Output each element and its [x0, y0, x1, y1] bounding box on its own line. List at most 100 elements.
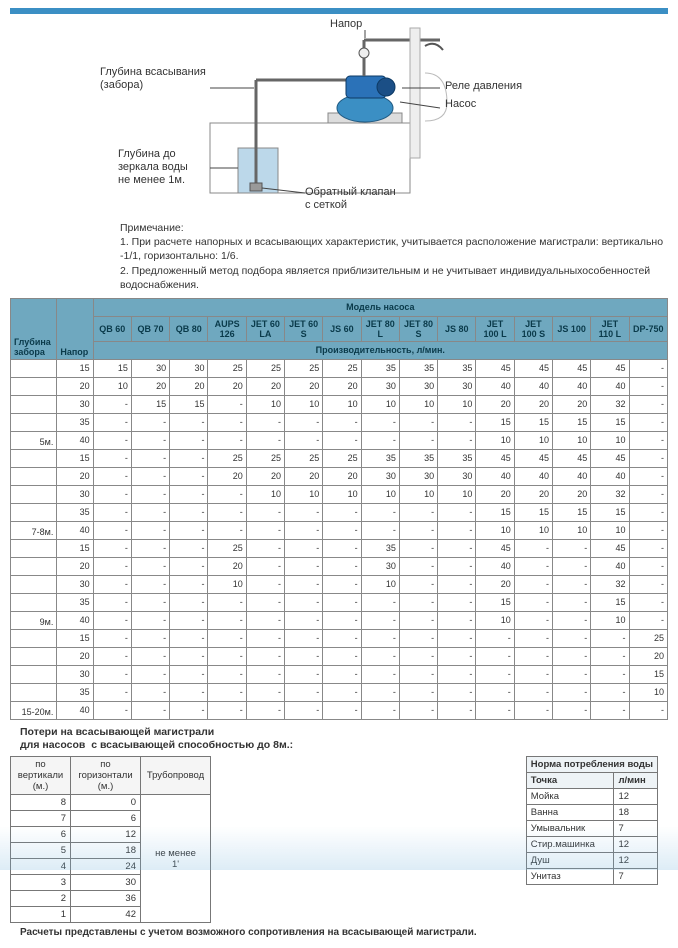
value-cell: - [285, 701, 323, 719]
loss-h-cell: 36 [71, 891, 141, 907]
value-cell: - [93, 395, 131, 413]
value-cell: 15 [591, 593, 629, 611]
value-cell: - [285, 575, 323, 593]
value-cell: - [361, 503, 399, 521]
value-cell: - [208, 647, 246, 665]
value-cell: 15 [591, 413, 629, 431]
norm-flow-cell: 7 [614, 869, 658, 885]
depth-cell: 9м. [11, 611, 57, 629]
norm-flow-cell: 7 [614, 821, 658, 837]
value-cell: - [170, 629, 208, 647]
value-cell: - [399, 521, 437, 539]
loss-h-cell: 30 [71, 875, 141, 891]
value-cell: 35 [438, 359, 476, 377]
value-cell: 10 [399, 395, 437, 413]
depth-cell: 7-8м. [11, 521, 57, 539]
value-cell: - [552, 593, 590, 611]
napor-cell: 35 [57, 593, 93, 611]
value-cell: - [170, 485, 208, 503]
norm-flow-cell: 12 [614, 789, 658, 805]
value-cell: 32 [591, 485, 629, 503]
value-cell: - [170, 701, 208, 719]
napor-cell: 30 [57, 575, 93, 593]
value-cell: - [629, 467, 667, 485]
value-cell: - [93, 593, 131, 611]
napor-cell: 15 [57, 449, 93, 467]
value-cell: - [93, 701, 131, 719]
value-cell: - [285, 665, 323, 683]
value-cell: - [208, 413, 246, 431]
norm-spot-cell: Мойка [526, 789, 614, 805]
value-cell: 30 [170, 359, 208, 377]
value-cell: - [93, 629, 131, 647]
value-cell: 25 [246, 449, 284, 467]
value-cell: - [399, 647, 437, 665]
norm-flow-cell: 12 [614, 837, 658, 853]
value-cell: 45 [591, 359, 629, 377]
value-cell: - [93, 665, 131, 683]
depth-cell [11, 503, 57, 521]
value-cell: - [323, 575, 361, 593]
value-cell: - [170, 611, 208, 629]
value-cell: - [361, 629, 399, 647]
value-cell: 15 [170, 395, 208, 413]
value-cell: - [476, 701, 514, 719]
col-depth: Глубина забора [11, 298, 57, 359]
value-cell: - [629, 485, 667, 503]
value-cell: 35 [361, 539, 399, 557]
value-cell: 20 [476, 575, 514, 593]
napor-cell: 35 [57, 413, 93, 431]
value-cell: 15 [476, 503, 514, 521]
value-cell: - [629, 557, 667, 575]
value-cell: - [514, 683, 552, 701]
value-cell: - [170, 503, 208, 521]
value-cell: - [93, 431, 131, 449]
value-cell: 10 [285, 395, 323, 413]
label-suction-depth: Глубина всасывания (забора) [100, 66, 206, 92]
norm-col-spot: Точка [526, 773, 614, 789]
norm-title: Норма потребления воды [526, 757, 657, 773]
value-cell: 10 [361, 485, 399, 503]
value-cell: 15 [552, 413, 590, 431]
value-cell: 10 [246, 395, 284, 413]
napor-cell: 20 [57, 467, 93, 485]
value-cell: 15 [591, 503, 629, 521]
value-cell: - [323, 647, 361, 665]
depth-cell [11, 593, 57, 611]
label-pump: Насос [445, 98, 476, 111]
value-cell: - [361, 683, 399, 701]
model-header: QB 70 [131, 316, 169, 341]
value-cell: 45 [552, 359, 590, 377]
value-cell: - [285, 647, 323, 665]
value-cell: - [131, 647, 169, 665]
value-cell: - [361, 413, 399, 431]
value-cell: - [285, 629, 323, 647]
value-cell: - [591, 665, 629, 683]
notes-block: Примечание: 1. При расчете напорных и вс… [120, 221, 668, 292]
value-cell: 30 [399, 377, 437, 395]
value-cell: - [629, 377, 667, 395]
napor-cell: 30 [57, 665, 93, 683]
value-cell: - [399, 431, 437, 449]
value-cell: 35 [399, 359, 437, 377]
value-cell: - [246, 413, 284, 431]
value-cell: 10 [93, 377, 131, 395]
value-cell: 10 [438, 395, 476, 413]
depth-cell [11, 629, 57, 647]
model-header: JS 80 [438, 316, 476, 341]
value-cell: 30 [361, 377, 399, 395]
value-cell: - [285, 557, 323, 575]
value-cell: 30 [438, 467, 476, 485]
notes-title: Примечание: [120, 221, 668, 235]
depth-cell [11, 413, 57, 431]
value-cell: - [208, 503, 246, 521]
loss-col-h: по горизонтали (м.) [71, 757, 141, 795]
value-cell: - [552, 647, 590, 665]
napor-cell: 15 [57, 629, 93, 647]
value-cell: 32 [591, 575, 629, 593]
value-cell: - [629, 413, 667, 431]
value-cell: - [170, 647, 208, 665]
value-cell: - [93, 503, 131, 521]
value-cell: 25 [323, 359, 361, 377]
value-cell: - [629, 701, 667, 719]
